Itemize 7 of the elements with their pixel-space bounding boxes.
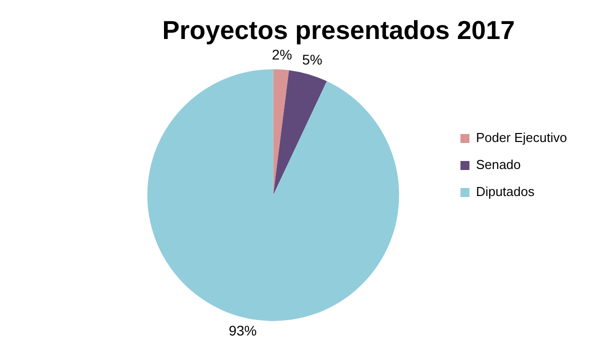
legend-label: Poder Ejecutivo xyxy=(476,130,568,146)
chart-title: Proyectos presentados 2017 xyxy=(162,14,515,45)
data-label: 93% xyxy=(228,322,257,338)
legend-label: Senado xyxy=(476,157,521,172)
legend-label: Diputados xyxy=(476,184,535,200)
data-label: 2% xyxy=(272,46,292,62)
data-label: 5% xyxy=(302,52,322,68)
